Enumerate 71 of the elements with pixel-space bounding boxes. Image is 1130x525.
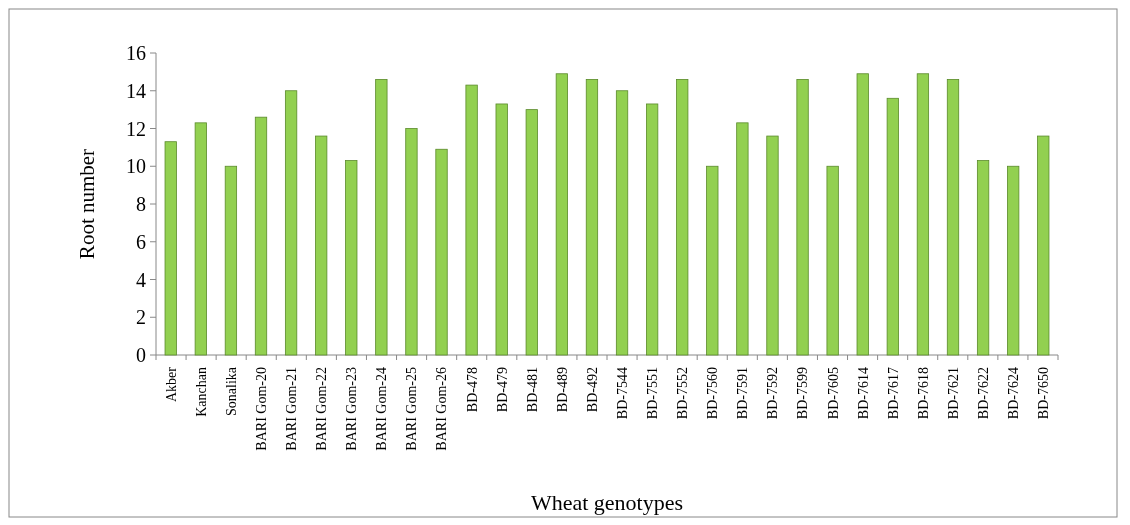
y-tick-label: 4 bbox=[136, 268, 146, 291]
bar bbox=[224, 165, 238, 356]
x-tick-label: BD-7650 bbox=[1036, 367, 1052, 420]
bar bbox=[856, 73, 869, 356]
x-tick-label: BARI Gom-23 bbox=[344, 367, 360, 451]
x-tick-label: BARI Gom-25 bbox=[404, 367, 420, 451]
bar bbox=[1037, 135, 1050, 356]
bar bbox=[375, 79, 388, 356]
x-tick-label: BD-7617 bbox=[885, 367, 901, 420]
y-tick-label: 8 bbox=[136, 193, 146, 215]
bar bbox=[676, 79, 689, 356]
bar bbox=[345, 160, 358, 356]
x-tick-label: BARI Gom-26 bbox=[434, 367, 450, 451]
x-tick-label: BD-7622 bbox=[975, 367, 991, 420]
x-tick-label: Kanchan bbox=[193, 367, 209, 417]
bar bbox=[796, 79, 809, 356]
y-tick-label: 6 bbox=[136, 230, 146, 253]
x-tick-label: BD-7551 bbox=[645, 367, 661, 420]
bar bbox=[976, 160, 990, 356]
bar bbox=[946, 79, 960, 356]
x-tick-label: BARI Gom-24 bbox=[374, 367, 390, 451]
x-tick-label: BD-489 bbox=[554, 367, 570, 413]
x-tick-label: BD-7599 bbox=[795, 367, 811, 420]
x-tick-label: BARI Gom-22 bbox=[314, 367, 330, 451]
x-tick-label: BARI Gom-21 bbox=[283, 367, 299, 451]
y-tick-label: 14 bbox=[126, 79, 146, 102]
bar bbox=[465, 84, 478, 356]
y-tick-label: 16 bbox=[126, 42, 146, 64]
x-tick-label: BD-479 bbox=[494, 367, 510, 413]
y-tick-label: 0 bbox=[136, 344, 146, 366]
x-tick-label: BD-7552 bbox=[675, 367, 691, 420]
y-axis-title: Root number bbox=[75, 148, 99, 260]
x-tick-label: Akber bbox=[163, 366, 179, 402]
bar bbox=[916, 73, 930, 356]
x-tick-label: BD-7621 bbox=[945, 367, 961, 420]
bar bbox=[886, 97, 899, 356]
bar bbox=[254, 116, 268, 356]
y-tick-label: 2 bbox=[136, 306, 146, 329]
bar bbox=[585, 79, 599, 356]
x-tick-label: BD-7605 bbox=[825, 367, 841, 420]
bar bbox=[284, 90, 298, 356]
bar bbox=[435, 148, 448, 356]
bar bbox=[646, 103, 659, 356]
bar bbox=[405, 128, 418, 356]
x-tick-label: BD-7544 bbox=[614, 367, 630, 420]
bar bbox=[164, 141, 177, 356]
bar bbox=[495, 103, 508, 356]
bar bbox=[736, 122, 749, 356]
bar bbox=[194, 122, 207, 356]
bar bbox=[706, 165, 719, 356]
x-tick-label: BD-7614 bbox=[855, 367, 871, 420]
bar bbox=[615, 90, 629, 356]
bar bbox=[315, 135, 328, 356]
bar bbox=[555, 73, 568, 356]
y-tick-label: 10 bbox=[126, 155, 146, 178]
x-tick-label: BD-7592 bbox=[765, 367, 781, 420]
x-tick-label: BD-7624 bbox=[1006, 367, 1022, 420]
x-tick-label: BD-7618 bbox=[915, 367, 931, 420]
x-tick-label: BD-492 bbox=[584, 367, 600, 413]
x-tick-label: BD-7560 bbox=[705, 367, 721, 420]
x-tick-label: BARI Gom-20 bbox=[253, 367, 269, 451]
x-tick-label: BD-7591 bbox=[735, 367, 751, 420]
bar bbox=[826, 165, 839, 356]
bar bbox=[766, 135, 779, 356]
bar bbox=[1007, 165, 1020, 356]
y-tick-label: 12 bbox=[126, 117, 146, 140]
x-axis-title: Wheat genotypes bbox=[530, 490, 684, 515]
bar bbox=[525, 109, 538, 356]
x-tick-label: BD-478 bbox=[464, 367, 480, 413]
x-tick-label: BD-481 bbox=[524, 367, 540, 413]
x-tick-label: Sonalika bbox=[223, 366, 239, 416]
